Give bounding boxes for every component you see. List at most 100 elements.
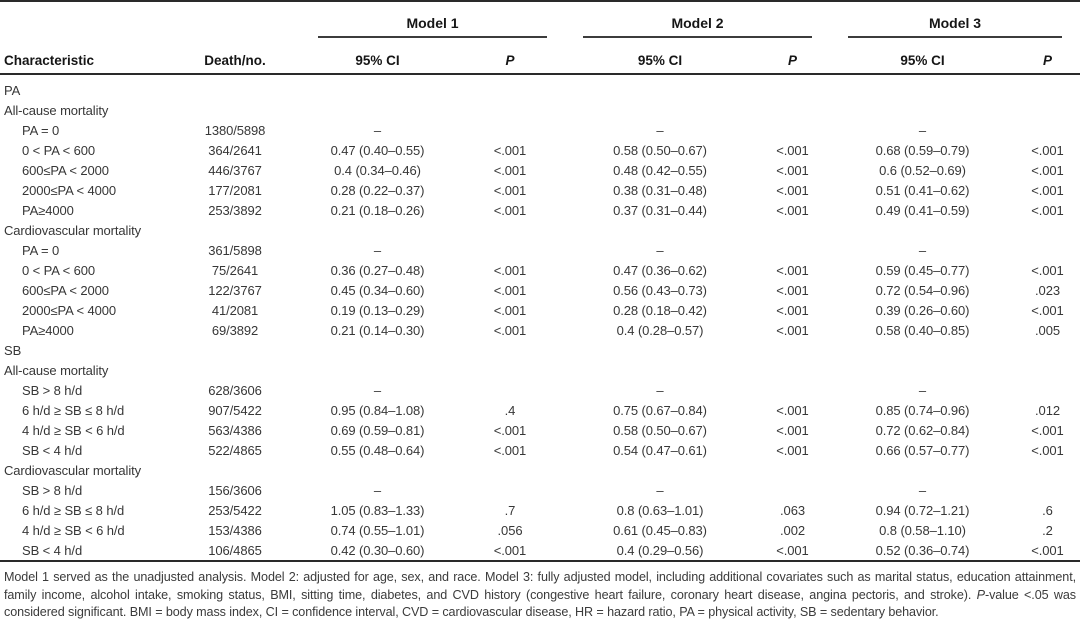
- model1-ci-value: 0.95 (0.84–1.08): [330, 402, 425, 418]
- row-label: PA≥4000: [22, 202, 74, 218]
- model3-ci-value: [830, 74, 1015, 100]
- model3-p-value: [1015, 74, 1080, 100]
- model2-ci-value: [565, 360, 755, 380]
- model3-p-value: [1015, 360, 1080, 380]
- death-no-value: [170, 460, 300, 480]
- model2-ci-value: 0.56 (0.43–0.73): [613, 282, 707, 298]
- row-label: 0 < PA < 600: [22, 262, 96, 278]
- model1-ci-value: [300, 460, 455, 480]
- row-label: 0 < PA < 600: [22, 142, 96, 158]
- death-no-value: 522/4865: [208, 442, 262, 458]
- model1-p-value: [455, 340, 565, 360]
- model3-p-value: [1015, 480, 1080, 500]
- table-row: 6 h/d ≥ SB ≤ 8 h/d 907/5422 0.95 (0.84–1…: [0, 400, 1080, 420]
- table-footnote: Model 1 served as the unadjusted analysi…: [2, 569, 1078, 622]
- model3-ci-value: 0.58 (0.40–0.85): [875, 322, 970, 338]
- table-row: Cardiovascular mortality: [0, 460, 1080, 480]
- model3-ci-value: 0.72 (0.62–0.84): [875, 422, 970, 438]
- model3-ci-value: 0.6 (0.52–0.69): [879, 162, 966, 178]
- model2-ci-value: 0.28 (0.18–0.42): [613, 302, 707, 318]
- death-no-value: 628/3606: [208, 382, 262, 398]
- death-no-value: 122/3767: [208, 282, 262, 298]
- table-row: PA = 0 361/5898 – – –: [0, 240, 1080, 260]
- table-row: Cardiovascular mortality: [0, 220, 1080, 240]
- model3-p-value: <.001: [1031, 162, 1064, 178]
- model3-header: Model 3: [830, 1, 1080, 38]
- spacer-cell: [0, 1, 170, 38]
- death-no-value: [170, 100, 300, 120]
- model3-p-value: [1015, 240, 1080, 260]
- model1-ci-value: 0.4 (0.34–0.46): [334, 162, 421, 178]
- model2-ci-value: 0.8 (0.63–1.01): [616, 502, 704, 518]
- model1-ci-value: –: [373, 122, 382, 138]
- model2-p-header: P: [755, 38, 830, 75]
- model2-p-value: <.001: [776, 442, 809, 458]
- row-label: SB > 8 h/d: [22, 482, 83, 498]
- model1-ci-value: [300, 360, 455, 380]
- model1-ci-value: [300, 340, 455, 360]
- model3-ci-value: 0.51 (0.41–0.62): [875, 182, 970, 198]
- model1-ci-value: 0.74 (0.55–1.01): [330, 522, 425, 538]
- model2-ci-value: 0.58 (0.50–0.67): [613, 422, 707, 438]
- row-label: 6 h/d ≥ SB ≤ 8 h/d: [22, 502, 125, 518]
- row-label: All-cause mortality: [4, 362, 109, 378]
- table-row: All-cause mortality: [0, 100, 1080, 120]
- death-no-value: [170, 360, 300, 380]
- row-label: PA: [4, 82, 21, 98]
- table-row: SB: [0, 340, 1080, 360]
- model1-header: Model 1: [300, 1, 565, 38]
- death-no-value: 106/4865: [208, 542, 262, 558]
- model1-p-value: <.001: [493, 162, 527, 178]
- model2-ci-value: 0.54 (0.47–0.61): [613, 442, 707, 458]
- model1-ci-value: 0.45 (0.34–0.60): [330, 282, 425, 298]
- model1-p-header: P: [455, 38, 565, 75]
- death-no-value: 563/4386: [208, 422, 262, 438]
- death-no-value: [170, 340, 300, 360]
- model2-p-value: <.001: [776, 302, 809, 318]
- model3-ci-value: 0.59 (0.45–0.77): [875, 262, 970, 278]
- row-label: SB < 4 h/d: [22, 442, 83, 458]
- model2-p-value: <.001: [776, 262, 809, 278]
- model2-ci-value: 0.38 (0.31–0.48): [613, 182, 707, 198]
- model3-p-value: .2: [1042, 522, 1053, 538]
- model3-p-value: <.001: [1031, 422, 1064, 438]
- death-no-header: Death/no.: [170, 38, 300, 75]
- model2-ci-value: 0.47 (0.36–0.62): [613, 262, 707, 278]
- model3-p-value: [1015, 220, 1080, 240]
- model2-ci-value: 0.58 (0.50–0.67): [613, 142, 707, 158]
- model1-ci-value: 0.42 (0.30–0.60): [330, 542, 425, 558]
- model1-ci-value: –: [373, 382, 382, 398]
- table-row: SB > 8 h/d 628/3606 – – –: [0, 380, 1080, 400]
- model2-ci-value: 0.37 (0.31–0.44): [613, 202, 707, 218]
- model1-p-value: [455, 100, 565, 120]
- model1-ci-value: [300, 100, 455, 120]
- model2-p-value: <.001: [776, 162, 809, 178]
- model3-ci-value: –: [918, 482, 927, 498]
- model2-ci-value: [565, 74, 755, 100]
- model3-ci-value: 0.49 (0.41–0.59): [875, 202, 970, 218]
- model3-p-value: [1015, 100, 1080, 120]
- model3-ci-value: –: [918, 122, 927, 138]
- table-row: 0 < PA < 600 75/2641 0.36 (0.27–0.48) <.…: [0, 260, 1080, 280]
- table-row: 2000≤PA < 4000 177/2081 0.28 (0.22–0.37)…: [0, 180, 1080, 200]
- model1-p-value: [455, 220, 565, 240]
- model2-ci-value: [565, 340, 755, 360]
- death-no-value: 253/5422: [208, 502, 262, 518]
- model1-ci-value: 0.36 (0.27–0.48): [330, 262, 425, 278]
- model2-label: Model 2: [583, 15, 812, 38]
- model2-ci-value: –: [656, 382, 664, 398]
- table-row: All-cause mortality: [0, 360, 1080, 380]
- model1-p-value: <.001: [493, 542, 527, 558]
- model3-ci-header: 95% CI: [830, 38, 1015, 75]
- model2-p-value: <.001: [776, 542, 809, 558]
- row-label: SB: [4, 342, 22, 358]
- row-label: PA≥4000: [22, 322, 74, 338]
- model3-ci-value: 0.52 (0.36–0.74): [875, 542, 970, 558]
- model1-p-value: [455, 74, 565, 100]
- model2-ci-value: 0.75 (0.67–0.84): [613, 402, 707, 418]
- model1-ci-value: 0.21 (0.14–0.30): [330, 322, 425, 338]
- model1-ci-header: 95% CI: [300, 38, 455, 75]
- model3-p-value: [1015, 460, 1080, 480]
- model2-ci-value: 0.61 (0.45–0.83): [613, 522, 707, 538]
